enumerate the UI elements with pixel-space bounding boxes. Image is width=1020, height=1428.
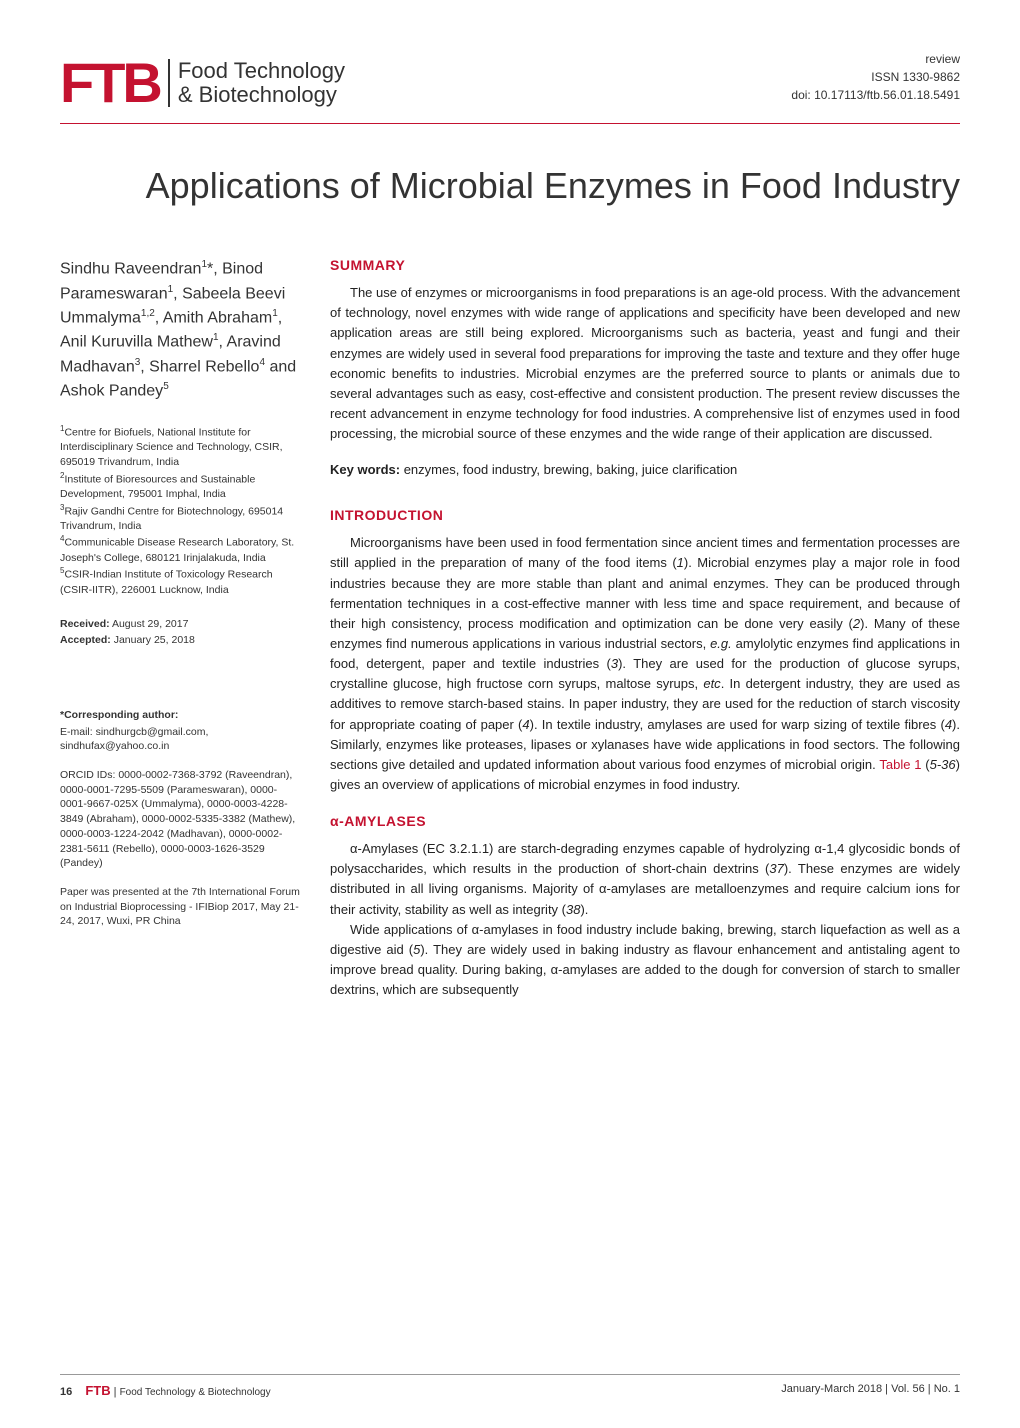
body-column: SUMMARY The use of enzymes or microorgan… xyxy=(330,257,960,1000)
summary-heading: SUMMARY xyxy=(330,257,960,273)
introduction-body: Microorganisms have been used in food fe… xyxy=(330,533,960,795)
received-label: Received: xyxy=(60,618,110,630)
footer-ftb-mark: FTB xyxy=(85,1383,110,1398)
page-footer: 16 FTB | Food Technology & Biotechnology… xyxy=(60,1374,960,1398)
corresponding-email: E-mail: sindhurgcb@gmail.com, sindhufax@… xyxy=(60,725,300,754)
summary-body: The use of enzymes or microorganisms in … xyxy=(330,283,960,444)
page-number: 16 xyxy=(60,1386,72,1398)
affiliation-1: 1Centre for Biofuels, National Institute… xyxy=(60,423,300,470)
logo-text-block: Food Technology & Biotechnology xyxy=(178,59,345,105)
keywords-block: Key words: enzymes, food industry, brewi… xyxy=(330,462,960,477)
amylases-para-2: Wide applications of α-amylases in food … xyxy=(330,920,960,1001)
amylases-heading: α-AMYLASES xyxy=(330,813,960,829)
footer-left: 16 FTB | Food Technology & Biotechnology xyxy=(60,1383,271,1398)
sidebar-column: Sindhu Raveendran1*, Binod Parameswaran1… xyxy=(60,257,300,1000)
introduction-paragraph: Microorganisms have been used in food fe… xyxy=(330,533,960,795)
corresponding-header: *Corresponding author: xyxy=(60,709,300,721)
keywords-text: enzymes, food industry, brewing, baking,… xyxy=(404,462,738,477)
accepted-date: January 25, 2018 xyxy=(114,634,195,646)
received-line: Received: August 29, 2017 xyxy=(60,617,300,633)
logo-line-2: & Biotechnology xyxy=(178,83,345,106)
author-list: Sindhu Raveendran1*, Binod Parameswaran1… xyxy=(60,257,300,403)
main-content: Sindhu Raveendran1*, Binod Parameswaran1… xyxy=(60,257,960,1000)
accepted-label: Accepted: xyxy=(60,634,111,646)
logo-divider xyxy=(168,59,170,107)
footer-journal-name: Food Technology & Biotechnology xyxy=(120,1387,271,1398)
issn: ISSN 1330-9862 xyxy=(791,68,960,86)
received-date: August 29, 2017 xyxy=(112,618,188,630)
introduction-heading: INTRODUCTION xyxy=(330,507,960,523)
affiliation-4: 4Communicable Disease Research Laborator… xyxy=(60,533,300,565)
logo-ftb-mark: FTB xyxy=(60,50,160,115)
orcid-list: ORCID IDs: 0000-0002-7368-3792 (Raveendr… xyxy=(60,768,300,871)
summary-paragraph: The use of enzymes or microorganisms in … xyxy=(330,283,960,444)
journal-logo: FTB Food Technology & Biotechnology xyxy=(60,50,345,115)
amylases-body: α-Amylases (EC 3.2.1.1) are starch-degra… xyxy=(330,839,960,1000)
header-metadata: review ISSN 1330-9862 doi: 10.17113/ftb.… xyxy=(791,50,960,104)
affiliation-2: 2Institute of Bioresources and Sustainab… xyxy=(60,470,300,502)
article-type: review xyxy=(791,50,960,68)
logo-line-1: Food Technology xyxy=(178,59,345,82)
accepted-line: Accepted: January 25, 2018 xyxy=(60,633,300,649)
footer-issue: January-March 2018 | Vol. 56 | No. 1 xyxy=(781,1383,960,1398)
page-header: FTB Food Technology & Biotechnology revi… xyxy=(60,50,960,124)
dates-block: Received: August 29, 2017 Accepted: Janu… xyxy=(60,617,300,649)
affiliation-3: 3Rajiv Gandhi Centre for Biotechnology, … xyxy=(60,502,300,534)
affiliation-5: 5CSIR-Indian Institute of Toxicology Res… xyxy=(60,565,300,597)
doi: doi: 10.17113/ftb.56.01.18.5491 xyxy=(791,86,960,104)
amylases-para-1: α-Amylases (EC 3.2.1.1) are starch-degra… xyxy=(330,839,960,920)
keywords-label: Key words: xyxy=(330,462,400,477)
affiliations-list: 1Centre for Biofuels, National Institute… xyxy=(60,423,300,597)
article-title: Applications of Microbial Enzymes in Foo… xyxy=(60,164,960,207)
conference-note: Paper was presented at the 7th Internati… xyxy=(60,885,300,929)
